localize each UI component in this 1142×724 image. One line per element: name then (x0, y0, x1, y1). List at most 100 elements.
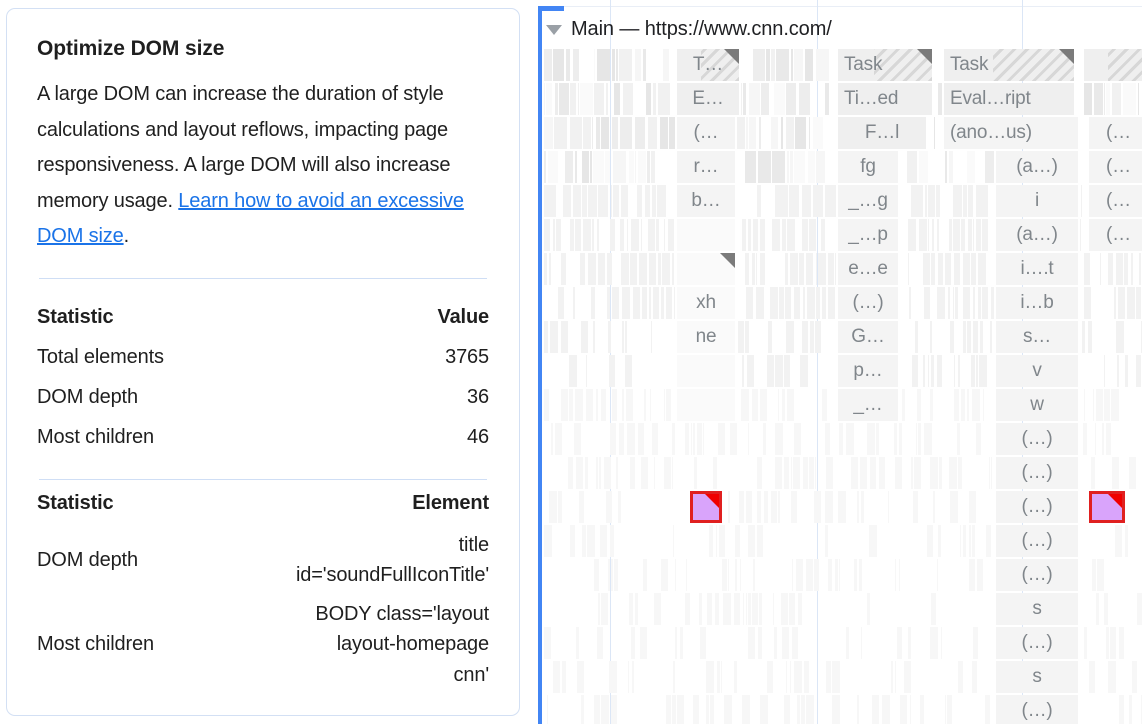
flame-frame[interactable] (649, 253, 656, 285)
flame-frame[interactable] (790, 661, 791, 693)
flame-frame[interactable] (958, 661, 963, 693)
flame-frame[interactable] (773, 593, 774, 625)
flame-frame[interactable] (628, 661, 629, 693)
flame-frame[interactable] (626, 389, 633, 421)
flame-frame[interactable] (653, 83, 656, 115)
flame-frame[interactable] (749, 83, 760, 115)
flame-frame[interactable] (657, 185, 666, 217)
flame-frame[interactable] (601, 695, 609, 724)
flame-frame-labeled[interactable]: (a…) (996, 219, 1078, 251)
flame-frame[interactable] (735, 525, 740, 557)
flame-frame[interactable] (928, 185, 935, 217)
flame-frame[interactable] (651, 321, 652, 353)
flame-frame[interactable] (976, 355, 978, 387)
flame-frame[interactable] (740, 559, 741, 591)
flame-frame[interactable] (635, 117, 645, 149)
flame-frame[interactable] (760, 695, 768, 724)
flame-frame[interactable] (605, 151, 610, 183)
flame-frame[interactable] (746, 491, 752, 523)
flame-frame[interactable] (586, 389, 593, 421)
flame-frame[interactable] (544, 389, 549, 421)
flame-frame[interactable] (932, 219, 934, 251)
flame-frame[interactable] (800, 355, 808, 387)
flame-frame[interactable] (546, 83, 552, 115)
flame-frame[interactable] (570, 219, 574, 251)
flame-frame[interactable] (857, 491, 859, 523)
flame-frame-labeled[interactable]: (… (677, 117, 735, 149)
flame-frame[interactable] (761, 83, 769, 115)
flame-frame[interactable] (748, 627, 755, 659)
flame-frame[interactable] (832, 661, 840, 693)
flame-frame[interactable] (945, 253, 951, 285)
flame-frame[interactable] (596, 117, 600, 149)
flame-frame[interactable] (828, 287, 835, 319)
flame-frame[interactable] (784, 355, 790, 387)
flame-frame[interactable] (608, 321, 611, 353)
flame-frame[interactable] (917, 389, 921, 421)
flame-frame[interactable] (658, 253, 661, 285)
flame-frame[interactable] (606, 83, 608, 115)
flame-frame[interactable] (553, 661, 560, 693)
flame-frame[interactable] (622, 321, 624, 353)
flame-frame-labeled[interactable]: _…p (838, 219, 898, 251)
flame-frame[interactable] (782, 627, 789, 659)
flame-chart-row[interactable]: _… w (544, 389, 1142, 421)
flame-frame[interactable] (969, 491, 976, 523)
flame-frame[interactable] (891, 661, 893, 693)
flame-frame[interactable] (547, 695, 548, 724)
flame-frame[interactable] (934, 117, 935, 149)
flame-frame[interactable] (814, 559, 819, 591)
flame-frame[interactable] (931, 593, 936, 625)
flame-frame[interactable] (775, 185, 788, 217)
flame-frame-labeled[interactable]: Task (838, 49, 932, 81)
flame-frame[interactable] (839, 559, 840, 591)
flame-frame[interactable] (630, 457, 635, 489)
flame-frame[interactable] (674, 287, 675, 319)
flame-frame[interactable] (1114, 287, 1116, 319)
flame-frame[interactable] (954, 389, 959, 421)
flame-frame[interactable] (971, 253, 976, 285)
flame-frame[interactable] (772, 151, 785, 183)
flame-frame[interactable] (758, 151, 771, 183)
flame-frame[interactable] (764, 491, 768, 523)
flame-frame-labeled[interactable]: s (996, 661, 1078, 693)
flame-frame[interactable] (1117, 355, 1119, 387)
flame-frame[interactable] (825, 83, 829, 115)
flame-frame[interactable] (593, 151, 604, 183)
flame-frame[interactable] (775, 457, 782, 489)
flame-frame[interactable] (621, 185, 628, 217)
flame-frame[interactable] (991, 457, 992, 489)
flame-frame[interactable] (1106, 423, 1111, 455)
flame-frame[interactable] (610, 219, 615, 251)
flame-frame[interactable] (815, 321, 821, 353)
flame-frame[interactable] (908, 219, 916, 251)
flame-frame[interactable] (1129, 457, 1136, 489)
flame-frame-labeled[interactable]: v (996, 355, 1078, 387)
flame-frame[interactable] (580, 83, 593, 115)
flame-frame[interactable] (709, 525, 713, 557)
flame-frame-labeled[interactable]: fg (838, 151, 898, 183)
flame-frame[interactable] (990, 321, 992, 353)
flame-frame-labeled[interactable]: s… (996, 321, 1078, 353)
flame-frame[interactable] (1137, 593, 1142, 625)
flame-frame[interactable] (675, 627, 677, 659)
flame-frame[interactable] (772, 219, 780, 251)
flame-frame[interactable] (914, 457, 921, 489)
flame-frame[interactable] (972, 389, 980, 421)
flame-frame[interactable] (738, 321, 744, 353)
flame-frame[interactable] (588, 185, 597, 217)
flame-frame[interactable] (652, 423, 658, 455)
flame-frame[interactable] (555, 423, 562, 455)
flame-frame[interactable] (622, 287, 630, 319)
flame-frame[interactable] (1100, 253, 1101, 285)
flame-frame[interactable] (972, 661, 977, 693)
flame-frame[interactable] (642, 287, 647, 319)
flame-frame[interactable] (741, 83, 742, 115)
flame-frame[interactable] (697, 423, 702, 455)
flame-frame-labeled[interactable]: (… (1089, 117, 1142, 149)
flame-frame[interactable] (677, 695, 684, 724)
flame-frame[interactable] (1125, 355, 1128, 387)
flame-frame[interactable] (673, 661, 675, 693)
flame-frame[interactable] (1084, 49, 1142, 81)
flame-frame[interactable] (544, 83, 545, 115)
